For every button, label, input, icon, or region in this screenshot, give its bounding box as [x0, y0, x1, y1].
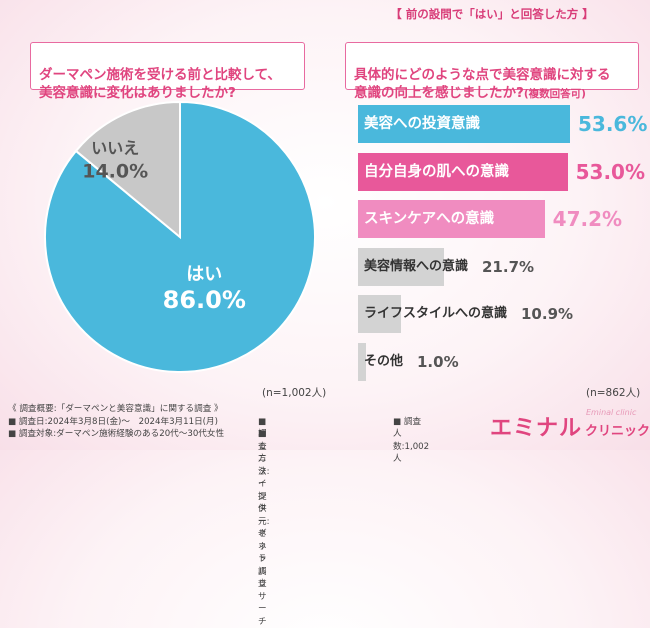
- left-sample-size: (n=1,002人): [262, 387, 327, 399]
- bar: [358, 295, 402, 333]
- bar-chart: 美容への投資意識 53.6% 自分自身の肌への意識 53.0% スキンケアへの意識 47.…: [358, 105, 647, 381]
- survey-overview: 《 調査概要:「ダーマペンと美容意識」に関する調査 》 ■ 調査日:2024年3…: [8, 403, 429, 627]
- bar-label: 美容情報への意識: [364, 258, 469, 274]
- left-question-box: ダーマペン施術を受ける前と比較して、 美容意識に変化はありましたか?: [30, 42, 305, 101]
- survey-date: ■ 調査日:2024年3月8日(金)〜 2024年3月11日(月): [8, 416, 218, 427]
- bar-label: 美容への投資意識: [364, 116, 480, 132]
- survey-provider: ■ モニター提供元:ゼネラルリサーチ: [258, 429, 270, 627]
- bar-value: 47.2%: [552, 207, 623, 231]
- right-sample-size: (n=862人): [586, 387, 641, 399]
- right-question-note: (複数回答可): [523, 88, 586, 100]
- survey-target: ■ 調査対象:ダーマペン施術経験のある20代〜30代女性: [8, 429, 225, 439]
- survey-count: ■ 調査人数:1,002人: [393, 416, 430, 465]
- left-question-text: ダーマペン施術を受ける前と比較して、 美容意識に変化はありましたか?: [39, 67, 281, 101]
- bar-value: 10.9%: [521, 305, 574, 323]
- bar: [358, 342, 366, 381]
- bar-row: スキンケアへの意識 47.2%: [358, 200, 643, 238]
- bar: [358, 152, 568, 191]
- overview-title: 《 調査概要:「ダーマペンと美容意識」に関する調査 》: [8, 404, 223, 414]
- bar-row: 美容への投資意識 53.6%: [358, 105, 647, 143]
- logo-clinic-text: クリニック: [585, 424, 650, 439]
- bar-value: 1.0%: [417, 352, 459, 371]
- logo-main-text: エミナル: [490, 416, 583, 441]
- bar-label: スキンケアへの意識: [364, 211, 495, 227]
- right-question-box: 具体的にどのような点で美容意識に対する 意識の向上を感じましたか?(複数回答可): [345, 42, 639, 101]
- bar-row: その他 1.0%: [358, 342, 643, 381]
- bar: [358, 247, 444, 286]
- bar-label: 自分自身の肌への意識: [364, 163, 509, 180]
- bar-value: 53.0%: [575, 159, 646, 184]
- pie-label-yes: はい: [186, 264, 222, 285]
- bar: [358, 105, 570, 143]
- bar-row: ライフスタイルへの意識 10.9%: [358, 295, 643, 333]
- pie-value-no: 14.0%: [82, 160, 148, 182]
- bar: [358, 200, 545, 238]
- pie-label-no: いいえ: [91, 138, 139, 157]
- right-question-text: 具体的にどのような点で美容意識に対する 意識の向上を感じましたか?: [354, 67, 611, 101]
- pie-value-yes: 86.0%: [163, 286, 246, 314]
- logo-sub-text: Eminal clinic: [586, 408, 637, 417]
- pie-slice-no: [74, 100, 181, 240]
- bar-label: ライフスタイルへの意識: [364, 306, 508, 321]
- bar-row: 美容情報への意識 21.7%: [358, 247, 643, 286]
- bar-value: 53.6%: [578, 112, 648, 136]
- bar-row: 自分自身の肌への意識 53.0%: [358, 152, 646, 191]
- condition-label: 【 前の設問で「はい」と回答した方 】: [390, 7, 594, 21]
- bar-label: その他: [364, 353, 404, 369]
- bar-value: 21.7%: [482, 257, 535, 276]
- eminal-clinic-logo: エミナル Eminal clinic クリニック: [490, 408, 650, 448]
